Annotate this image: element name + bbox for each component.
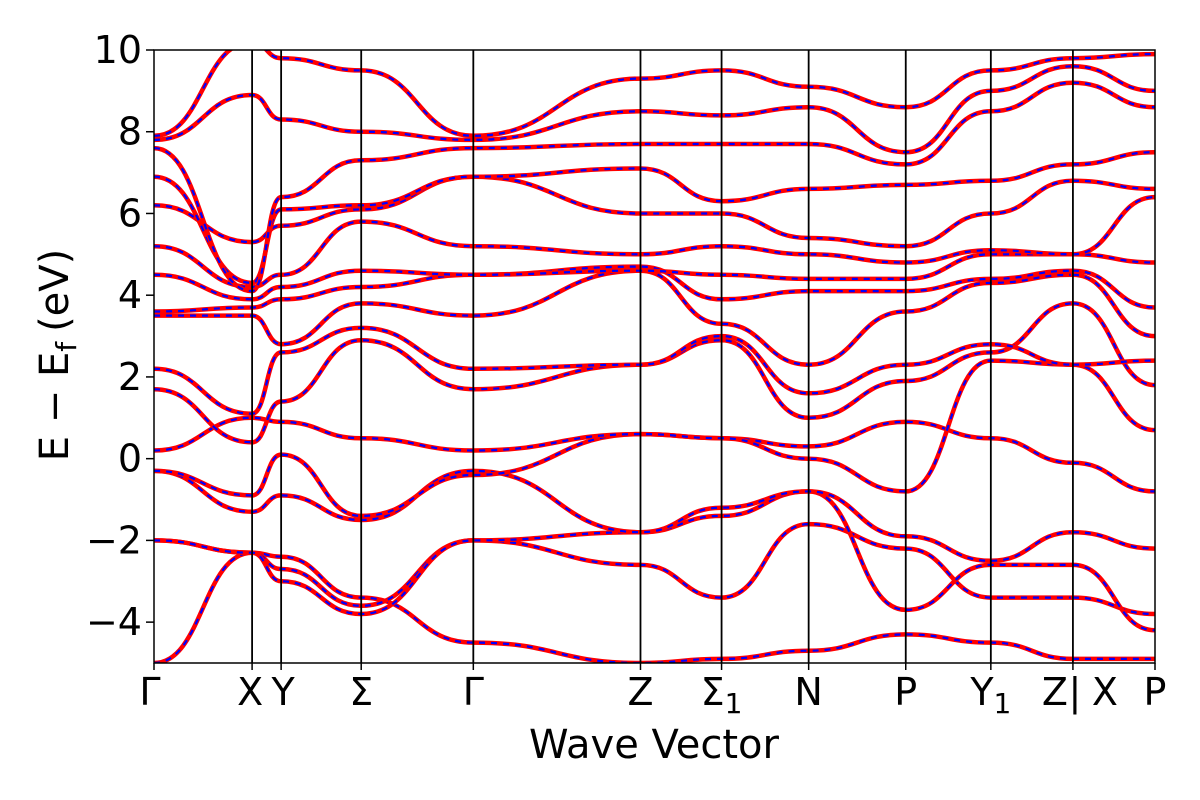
x-tick-label-11: P xyxy=(1144,670,1167,714)
y-axis-title-main: E − E xyxy=(32,352,78,462)
band-12-seg-0-dash xyxy=(154,175,1073,248)
band-14-seg-1-dash xyxy=(1072,81,1155,109)
x-axis-ticks: Γ X Y Σ Γ Z Σ1 N P Y1 Z | X P xyxy=(139,663,1166,720)
x-axis-title: Wave Vector xyxy=(529,722,780,768)
band-lines xyxy=(154,50,1155,663)
band-4-seg-1-line xyxy=(1070,460,1155,494)
band-3-seg-1-line xyxy=(1070,529,1155,551)
band-5-seg-0-dash xyxy=(154,359,1073,493)
x-tick-label-2: Y xyxy=(271,670,296,714)
band-2-seg-0-dash xyxy=(154,490,1073,616)
band-12-seg-1-dash xyxy=(1072,179,1155,190)
x-tick-label-3: Σ xyxy=(349,670,373,714)
high-symmetry-lines xyxy=(251,50,1074,663)
band-11-seg-1-dash xyxy=(1072,196,1155,256)
x-tick-label-7: N xyxy=(794,670,822,714)
x-tick-label-8: P xyxy=(894,670,917,714)
band-13-seg-1-dash xyxy=(1072,151,1155,166)
x-tick-label-5: Z xyxy=(627,670,653,714)
band-1-seg-1-dash xyxy=(1072,596,1155,616)
band-15-seg-0-dash xyxy=(154,65,1073,154)
band-4-seg-1-dash xyxy=(1072,461,1155,493)
band-3-seg-1-dash xyxy=(1072,531,1155,550)
x-tick-label-after-break: X xyxy=(1092,670,1118,714)
x-tick-label-6: Σ1 xyxy=(701,670,743,720)
x-tick-label-9: Y1 xyxy=(969,670,1011,720)
band-15-seg-1-line xyxy=(1070,64,1155,94)
band-3-seg-0-line xyxy=(154,468,1076,564)
band-1-seg-0-line xyxy=(154,521,1076,609)
plot-frame xyxy=(153,49,1156,664)
x-tick-label-10: Z xyxy=(1042,670,1068,714)
band-11-seg-0-dash xyxy=(154,220,1073,289)
x-tick-label-1: X xyxy=(237,670,263,714)
x-tick-label-0: Γ xyxy=(139,670,160,714)
band-3-seg-0-dash xyxy=(154,469,1073,562)
band-8-seg-0-dash xyxy=(154,269,1073,366)
band-2-seg-0-line xyxy=(154,489,1076,617)
y-axis-title-unit: (eV) xyxy=(32,249,78,332)
y-tick-label-6: −2 xyxy=(86,518,142,562)
y-tick-label-1: 8 xyxy=(118,110,142,154)
band-7-seg-1-dash xyxy=(1072,359,1155,366)
band-9-seg-1-line xyxy=(1070,268,1155,310)
y-tick-label-2: 6 xyxy=(118,191,142,235)
band-9-seg-0-dash xyxy=(154,265,1073,313)
y-axis-title-subscript: f xyxy=(50,341,83,352)
y-tick-label-3: 4 xyxy=(118,273,142,317)
band-10-seg-0-dash xyxy=(154,253,1073,301)
band-5-seg-1-line xyxy=(1070,362,1155,433)
band-8-seg-1-dash xyxy=(1072,273,1155,338)
band-14-seg-1-line xyxy=(1070,80,1155,110)
y-tick-label-7: −4 xyxy=(86,600,142,644)
band-14-seg-0-dash xyxy=(154,81,1073,293)
band-16-seg-1-dash xyxy=(1072,53,1155,60)
band-10-seg-1-dash xyxy=(1072,253,1155,264)
y-tick-label-4: 2 xyxy=(118,355,142,399)
band-0-seg-0-dash xyxy=(154,551,1073,663)
y-tick-label-0: 10 xyxy=(94,28,142,72)
x-tick-label-4: Γ xyxy=(463,670,484,714)
x-tick-label-break: | xyxy=(1069,670,1082,715)
band-16-seg-0-dash xyxy=(154,50,1073,137)
band-5-seg-1-dash xyxy=(1072,363,1155,432)
band-15-seg-1-dash xyxy=(1072,65,1155,92)
y-axis-title: E − Ef (eV) xyxy=(32,249,83,462)
y-tick-label-5: 0 xyxy=(118,437,142,481)
band-6-seg-1-dash xyxy=(1072,302,1155,387)
y-axis-ticks: 10 8 6 4 2 0 −2 −4 xyxy=(86,28,154,644)
band-2-seg-1-dash xyxy=(1072,563,1155,632)
